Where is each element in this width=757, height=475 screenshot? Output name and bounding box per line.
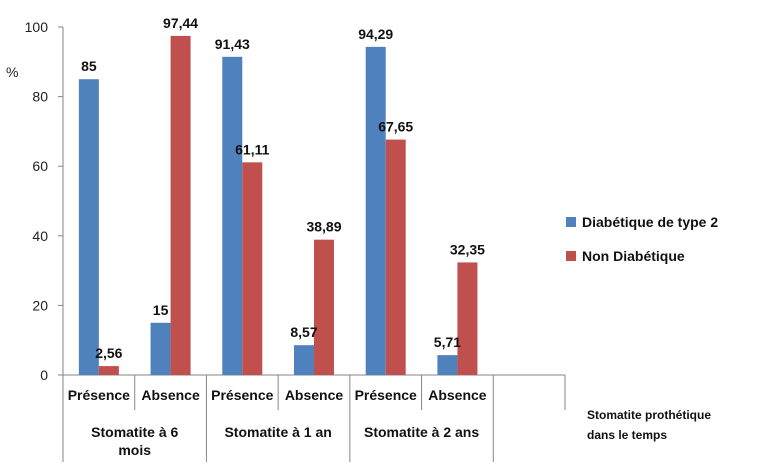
y-tick-label: 0 — [40, 367, 48, 383]
y-tick-label: 100 — [25, 19, 49, 35]
bar-diabetique — [365, 46, 386, 376]
axis-note: Stomatite prothétique dans le temps — [587, 408, 711, 442]
data-labels-group: 85 2,56 15 97,44 91,43 61,11 8,57 38,89 94,29 67,… — [81, 15, 485, 361]
x-group-label: mois — [118, 442, 151, 458]
bars-group — [78, 35, 478, 376]
y-tick-label: 80 — [32, 89, 48, 105]
bar-non-diabetique — [170, 35, 191, 375]
x-category-label: Présence — [355, 387, 417, 403]
data-label: 8,57 — [290, 324, 317, 340]
legend-label: Diabétique de type 2 — [582, 214, 718, 230]
x-group-label: Stomatite à 1 an — [224, 424, 331, 440]
data-label: 32,35 — [450, 241, 485, 257]
data-label: 2,56 — [95, 345, 122, 361]
data-label: 67,65 — [378, 119, 413, 135]
data-label: 5,71 — [434, 334, 461, 350]
bar-non-diabetique — [314, 239, 334, 375]
x-group-label: Stomatite à 6 — [91, 424, 178, 440]
bar-diabetique — [294, 345, 314, 375]
data-label: 94,29 — [358, 26, 393, 42]
data-label: 85 — [81, 58, 97, 74]
bar-non-diabetique — [242, 162, 263, 375]
bar-diabetique — [222, 56, 243, 375]
data-label: 91,43 — [215, 36, 250, 52]
data-label: 15 — [153, 302, 169, 318]
data-label: 97,44 — [163, 15, 198, 31]
y-tick-label: 40 — [32, 228, 48, 244]
legend-label: Non Diabétique — [582, 248, 685, 264]
bar-diabetique — [150, 322, 171, 375]
bar-diabetique — [437, 355, 458, 375]
x-category-label: Absence — [141, 387, 200, 403]
legend-swatch — [566, 251, 576, 261]
y-tick-label: 60 — [32, 158, 48, 174]
data-label: 38,89 — [306, 219, 341, 235]
axis-note-line: Stomatite prothétique — [587, 408, 711, 422]
x-category-label: Présence — [68, 387, 130, 403]
data-label: 61,11 — [235, 141, 269, 157]
x-category-label: Absence — [285, 387, 344, 403]
x-group-label: Stomatite à 2 ans — [364, 424, 479, 440]
legend-swatch — [566, 217, 576, 227]
bar-non-diabetique — [98, 366, 119, 375]
axis-note-line: dans le temps — [587, 428, 667, 442]
legend: Diabétique de type 2 Non Diabétique — [566, 214, 718, 264]
bar-non-diabetique — [457, 262, 478, 375]
x-category-label: Présence — [211, 387, 273, 403]
bar-diabetique — [78, 79, 99, 375]
bar-non-diabetique — [385, 139, 406, 375]
x-category-label: Absence — [428, 387, 487, 403]
y-axis-label: % — [6, 64, 18, 80]
y-tick-label: 20 — [32, 297, 48, 313]
x-axis-table: Présence Absence Présence Absence Présence Ab… — [62, 375, 566, 462]
axes-group: % 0 20 40 60 80 100 — [6, 19, 565, 383]
